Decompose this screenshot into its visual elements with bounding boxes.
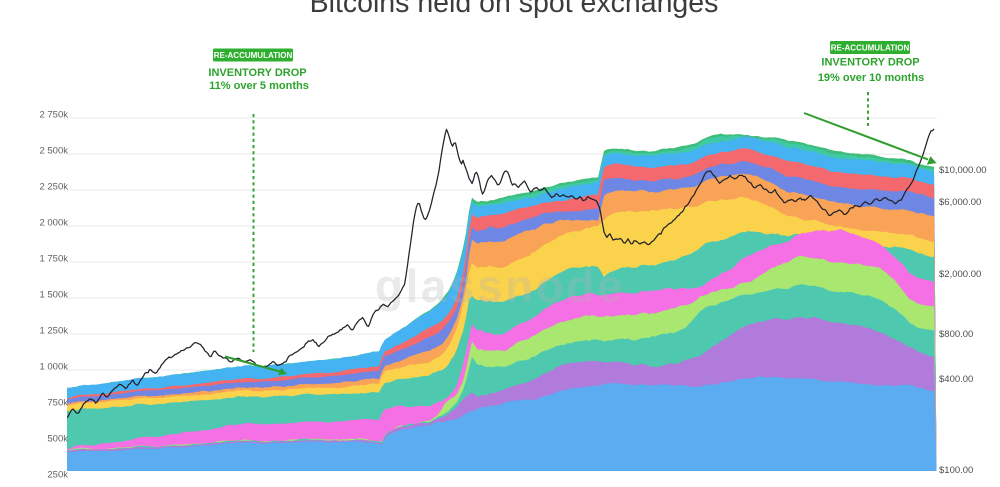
svg-text:$800.00: $800.00	[939, 329, 973, 340]
svg-text:2 750k: 2 750k	[39, 110, 68, 121]
svg-text:INVENTORY DROP: INVENTORY DROP	[208, 67, 306, 79]
svg-text:500k: 500k	[47, 434, 68, 445]
svg-text:RE-ACCUMULATION: RE-ACCUMULATION	[831, 44, 910, 53]
svg-text:1 250k: 1 250k	[39, 326, 68, 337]
svg-text:2 000k: 2 000k	[39, 218, 68, 229]
svg-text:$6,000.00: $6,000.00	[939, 197, 981, 208]
svg-text:RE-ACCUMULATION: RE-ACCUMULATION	[214, 51, 293, 60]
svg-text:250k: 250k	[47, 470, 68, 481]
svg-text:$100.00: $100.00	[939, 465, 973, 476]
svg-text:Bitcoins held on spot exchange: Bitcoins held on spot exchanges	[310, 0, 719, 19]
svg-text:1 500k: 1 500k	[39, 290, 68, 301]
svg-text:750k: 750k	[47, 398, 68, 409]
svg-text:$10,000.00: $10,000.00	[939, 165, 987, 176]
svg-text:glassnode: glassnode	[375, 260, 625, 312]
svg-text:1 000k: 1 000k	[39, 362, 68, 373]
svg-text:2 500k: 2 500k	[39, 146, 68, 157]
svg-text:INVENTORY DROP: INVENTORY DROP	[821, 57, 919, 69]
svg-text:$2,000.00: $2,000.00	[939, 269, 981, 280]
svg-text:1 750k: 1 750k	[39, 254, 68, 265]
svg-text:2 250k: 2 250k	[39, 182, 68, 193]
svg-text:19% over 10 months: 19% over 10 months	[818, 72, 924, 84]
svg-text:$400.00: $400.00	[939, 374, 973, 385]
svg-text:11% over 5 months: 11% over 5 months	[209, 80, 309, 92]
